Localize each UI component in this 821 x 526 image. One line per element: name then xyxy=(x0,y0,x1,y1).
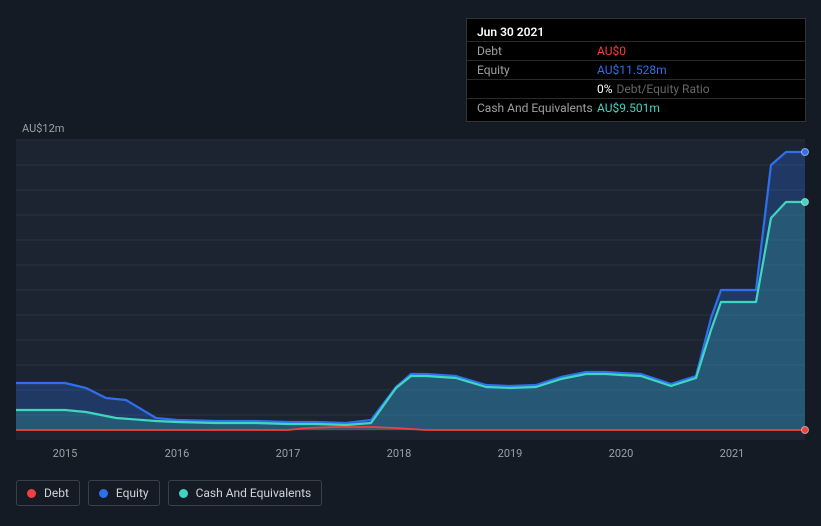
legend-item[interactable]: Cash And Equivalents xyxy=(168,480,323,506)
tooltip-value: AU$9.501m xyxy=(597,101,660,115)
tooltip-label: Cash And Equivalents xyxy=(477,101,597,115)
legend-label: Equity xyxy=(116,486,149,500)
x-axis-tick: 2018 xyxy=(387,447,412,460)
tooltip-value: AU$0 xyxy=(597,44,626,58)
debt-equity-chart: Jun 30 2021DebtAU$0EquityAU$11.528m0%Deb… xyxy=(0,0,821,526)
x-axis-tick: 2016 xyxy=(165,447,190,460)
x-axis-tick: 2021 xyxy=(720,447,745,460)
tooltip-row: DebtAU$0 xyxy=(467,41,805,60)
legend-swatch xyxy=(99,489,108,498)
tooltip-row: EquityAU$11.528m xyxy=(467,60,805,79)
legend-item[interactable]: Debt xyxy=(16,480,80,506)
legend-label: Debt xyxy=(44,486,69,500)
x-axis-tick: 2020 xyxy=(609,447,634,460)
tooltip-value: 0% xyxy=(597,82,613,96)
chart-tooltip: Jun 30 2021DebtAU$0EquityAU$11.528m0%Deb… xyxy=(466,18,806,122)
legend-label: Cash And Equivalents xyxy=(196,486,312,500)
tooltip-suffix: Debt/Equity Ratio xyxy=(617,82,710,96)
tooltip-label xyxy=(477,82,597,96)
tooltip-label: Debt xyxy=(477,44,597,58)
tooltip-value: AU$11.528m xyxy=(597,63,667,77)
x-axis-tick: 2017 xyxy=(276,447,301,460)
plot-area xyxy=(16,140,805,440)
chart-legend: Debt Equity Cash And Equivalents xyxy=(16,480,322,506)
legend-swatch xyxy=(27,489,36,498)
tooltip-row: 0% Debt/Equity Ratio xyxy=(467,79,805,98)
x-axis-tick: 2015 xyxy=(53,447,78,460)
legend-item[interactable]: Equity xyxy=(88,480,160,506)
y-axis-max-label: AU$12m xyxy=(22,122,64,135)
tooltip-date: Jun 30 2021 xyxy=(467,23,805,41)
x-axis-tick: 2019 xyxy=(498,447,523,460)
tooltip-row: Cash And EquivalentsAU$9.501m xyxy=(467,98,805,117)
tooltip-label: Equity xyxy=(477,63,597,77)
legend-swatch xyxy=(179,489,188,498)
